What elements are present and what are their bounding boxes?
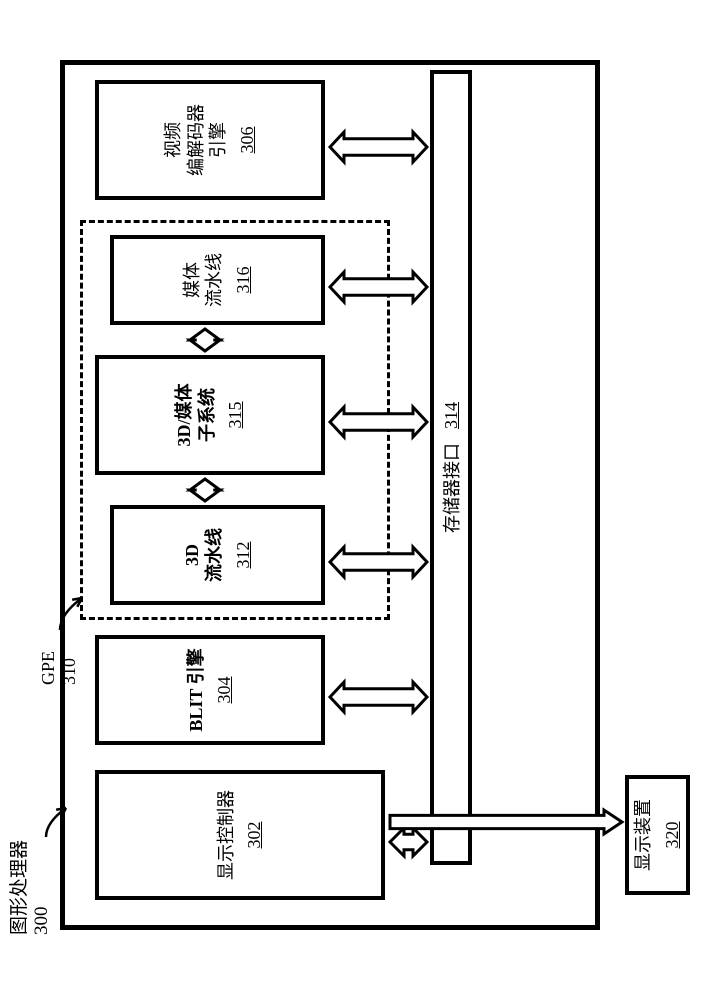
arrow-layer: [0, 0, 710, 1000]
codec-to-mem-arrow: [330, 132, 427, 162]
p3d-to-sub-arrow: [190, 479, 220, 501]
mp-to-sub-arrow: [190, 329, 220, 351]
dc-to-display-arrow: [390, 810, 622, 834]
blit-to-mem-arrow: [330, 682, 427, 712]
mp-to-mem-arrow: [330, 272, 427, 302]
sub-to-mem-arrow: [330, 407, 427, 437]
p3d-to-mem-arrow: [330, 547, 427, 577]
dc-to-mem-arrow: [390, 828, 427, 856]
